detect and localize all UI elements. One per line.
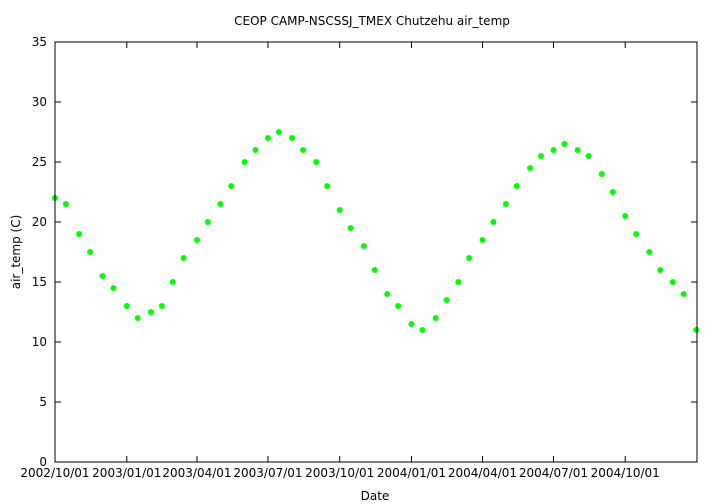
- data-point: [419, 327, 426, 333]
- data-point: [527, 165, 534, 171]
- y-tick-label: 0: [39, 455, 47, 469]
- data-point: [134, 315, 141, 321]
- y-tick-label: 15: [32, 275, 47, 289]
- data-point: [609, 189, 616, 195]
- data-point: [147, 309, 154, 315]
- y-tick-label: 10: [32, 335, 47, 349]
- y-axis-label: air_temp (C): [9, 215, 23, 290]
- data-point: [443, 297, 450, 303]
- data-point: [574, 147, 581, 153]
- y-tick-label: 35: [32, 35, 47, 49]
- data-point: [585, 153, 592, 159]
- data-point: [204, 219, 211, 225]
- data-point: [561, 141, 568, 147]
- plot-frame: [54, 41, 698, 463]
- data-point: [395, 303, 402, 309]
- data-point: [265, 135, 271, 141]
- data-point: [646, 249, 653, 255]
- x-tick-label: 2003/04/01: [162, 466, 231, 480]
- data-point: [432, 315, 439, 321]
- data-point: [228, 183, 235, 189]
- data-point: [194, 237, 200, 243]
- data-point: [347, 225, 354, 231]
- data-point: [76, 231, 83, 237]
- data-point: [633, 231, 640, 237]
- x-tick-label: 2004/10/01: [591, 466, 660, 480]
- data-point: [324, 183, 331, 189]
- data-point: [180, 255, 187, 261]
- data-point: [217, 201, 224, 207]
- data-point: [123, 303, 130, 309]
- y-tick-label: 5: [39, 395, 47, 409]
- data-point: [502, 201, 509, 207]
- data-point: [275, 129, 282, 135]
- data-point: [289, 135, 296, 141]
- x-tick-label: 2004/01/01: [377, 466, 446, 480]
- data-point: [598, 171, 605, 177]
- x-tick-label: 2003/07/01: [233, 466, 302, 480]
- data-point: [360, 243, 367, 249]
- data-point: [693, 327, 700, 333]
- data-point: [241, 159, 248, 165]
- data-point: [657, 267, 664, 273]
- data-point: [513, 183, 520, 189]
- data-point: [490, 219, 497, 225]
- data-point: [466, 255, 473, 261]
- data-point: [622, 213, 629, 219]
- x-tick-label: 2004/04/01: [448, 466, 517, 480]
- x-axis-label: Date: [361, 489, 390, 503]
- data-point: [408, 321, 415, 327]
- data-point: [550, 147, 557, 153]
- data-point: [110, 285, 117, 291]
- data-point: [313, 159, 320, 165]
- data-point: [669, 279, 676, 285]
- data-point: [384, 291, 391, 297]
- data-point: [252, 147, 259, 153]
- x-tick-label: 2003/10/01: [305, 466, 374, 480]
- data-point: [336, 207, 343, 213]
- data-point: [87, 249, 94, 255]
- data-point: [455, 279, 462, 285]
- x-tick-label: 2003/01/01: [92, 466, 161, 480]
- x-tick-label: 2004/07/01: [519, 466, 588, 480]
- data-point: [680, 291, 687, 297]
- plot-area: [52, 129, 700, 333]
- data-point: [99, 273, 106, 279]
- chart-title: CEOP CAMP-NSCSSJ_TMEX Chutzehu air_temp: [234, 14, 510, 28]
- y-tick-label: 20: [32, 215, 47, 229]
- data-point: [479, 237, 486, 243]
- x-tick-label: 2002/10/01: [20, 466, 89, 480]
- data-point: [62, 201, 69, 207]
- y-tick-label: 25: [32, 155, 47, 169]
- data-point: [158, 303, 165, 309]
- data-point: [538, 153, 544, 159]
- data-point: [169, 279, 176, 285]
- data-point: [371, 267, 378, 273]
- y-tick-label: 30: [32, 95, 47, 109]
- data-point: [300, 147, 307, 153]
